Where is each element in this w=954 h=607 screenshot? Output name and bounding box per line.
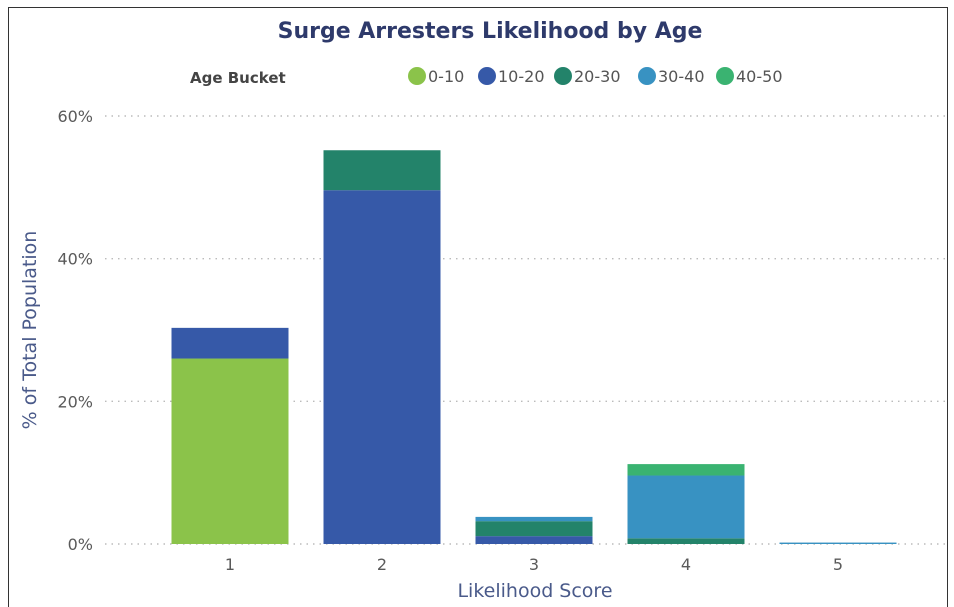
bar-4-40-50[interactable]: [627, 464, 745, 476]
x-tick-label: 5: [833, 555, 843, 574]
bar-3-20-30[interactable]: [475, 521, 593, 537]
y-tick-label: 40%: [57, 250, 93, 269]
legend-marker-10-20[interactable]: [478, 67, 496, 85]
x-tick-label: 1: [225, 555, 235, 574]
y-axis-ticks: 0% 20% 40% 60%: [57, 107, 93, 554]
x-tick-label: 4: [681, 555, 691, 574]
legend-marker-0-10[interactable]: [408, 67, 426, 85]
chart-frame: [8, 7, 948, 607]
legend: Age Bucket 0-10 10-20 20-30 30-40 40-50: [190, 67, 783, 87]
legend-marker-20-30[interactable]: [554, 67, 572, 85]
legend-label-0-10[interactable]: 0-10: [428, 67, 464, 86]
chart-title: Surge Arresters Likelihood by Age: [278, 19, 703, 44]
legend-title: Age Bucket: [190, 69, 286, 87]
bar-1-10-20[interactable]: [171, 327, 289, 359]
x-tick-label: 2: [377, 555, 387, 574]
bar-1-0-10[interactable]: [171, 358, 289, 544]
legend-marker-40-50[interactable]: [716, 67, 734, 85]
y-tick-label: 0%: [68, 535, 93, 554]
legend-label-30-40[interactable]: 30-40: [658, 67, 705, 86]
bar-4-20-30[interactable]: [627, 538, 745, 544]
x-axis-label: Likelihood Score: [457, 580, 612, 602]
x-tick-label: 3: [529, 555, 539, 574]
legend-label-20-30[interactable]: 20-30: [574, 67, 621, 86]
bar-2-10-20[interactable]: [323, 190, 441, 545]
bar-4-30-40[interactable]: [627, 475, 745, 539]
bar-2-20-30[interactable]: [323, 150, 441, 191]
legend-label-10-20[interactable]: 10-20: [498, 67, 545, 86]
bars: [171, 150, 897, 545]
bar-3-30-40[interactable]: [475, 516, 593, 522]
bar-5-30-40[interactable]: [779, 542, 897, 544]
y-axis-label: % of Total Population: [19, 231, 41, 430]
bar-3-10-20[interactable]: [475, 536, 593, 544]
x-axis-ticks: 1 2 3 4 5: [225, 555, 843, 574]
legend-marker-30-40[interactable]: [638, 67, 656, 85]
y-tick-label: 20%: [57, 392, 93, 411]
y-tick-label: 60%: [57, 107, 93, 126]
legend-label-40-50[interactable]: 40-50: [736, 67, 783, 86]
